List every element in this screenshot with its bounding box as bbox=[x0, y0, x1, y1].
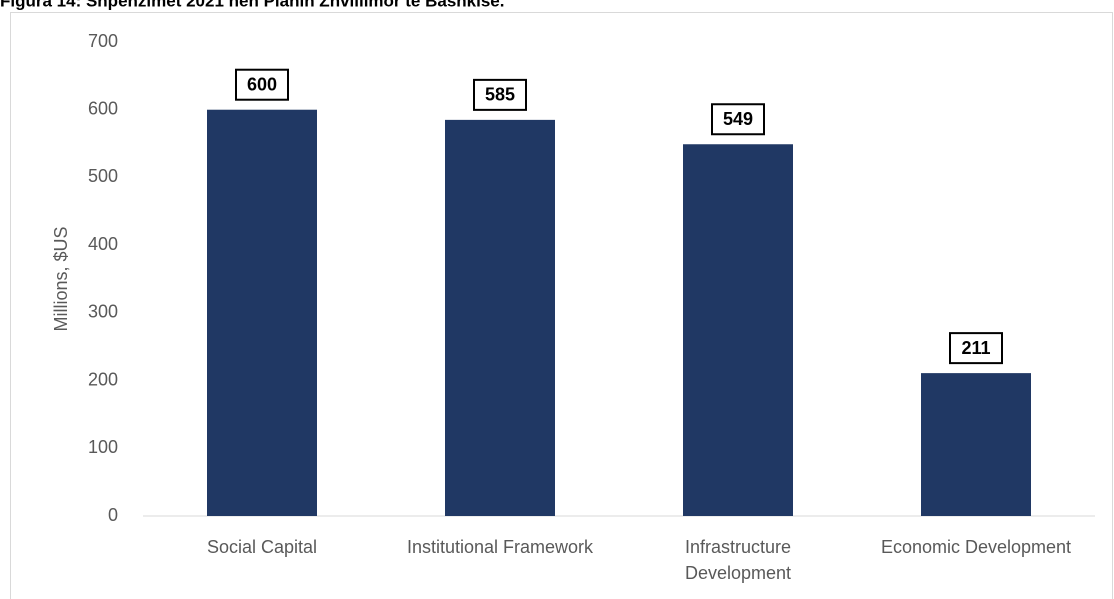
bar bbox=[683, 144, 793, 516]
value-label: 585 bbox=[485, 85, 515, 105]
value-label-box bbox=[711, 103, 765, 136]
y-axis-label: Millions, $US bbox=[51, 226, 71, 331]
value-label: 549 bbox=[723, 109, 753, 129]
bar bbox=[207, 109, 317, 516]
y-tick-label: 0 bbox=[108, 505, 118, 525]
value-label-box bbox=[473, 78, 527, 111]
bar bbox=[445, 119, 555, 516]
value-label: 600 bbox=[247, 74, 277, 94]
y-tick-label: 700 bbox=[88, 31, 118, 51]
chart-frame bbox=[10, 12, 1113, 599]
y-tick-label: 100 bbox=[88, 437, 118, 457]
y-tick-label: 500 bbox=[88, 166, 118, 186]
x-tick-label: Infrastructure Development bbox=[685, 537, 791, 583]
x-tick-label: Social Capital bbox=[207, 537, 317, 557]
bar bbox=[921, 373, 1031, 516]
x-tick-label: Institutional Framework bbox=[407, 537, 594, 557]
value-label-box bbox=[235, 68, 289, 101]
x-tick-label: Economic Development bbox=[881, 537, 1071, 557]
y-tick-label: 600 bbox=[88, 98, 118, 118]
y-tick-label: 300 bbox=[88, 302, 118, 322]
chart-title: Figura 14: Shpenzimet 2021 nën Planin Zh… bbox=[0, 0, 504, 10]
value-label-box bbox=[949, 332, 1003, 365]
y-tick-label: 400 bbox=[88, 234, 118, 254]
value-label: 211 bbox=[961, 338, 990, 358]
y-tick-label: 200 bbox=[88, 369, 118, 389]
